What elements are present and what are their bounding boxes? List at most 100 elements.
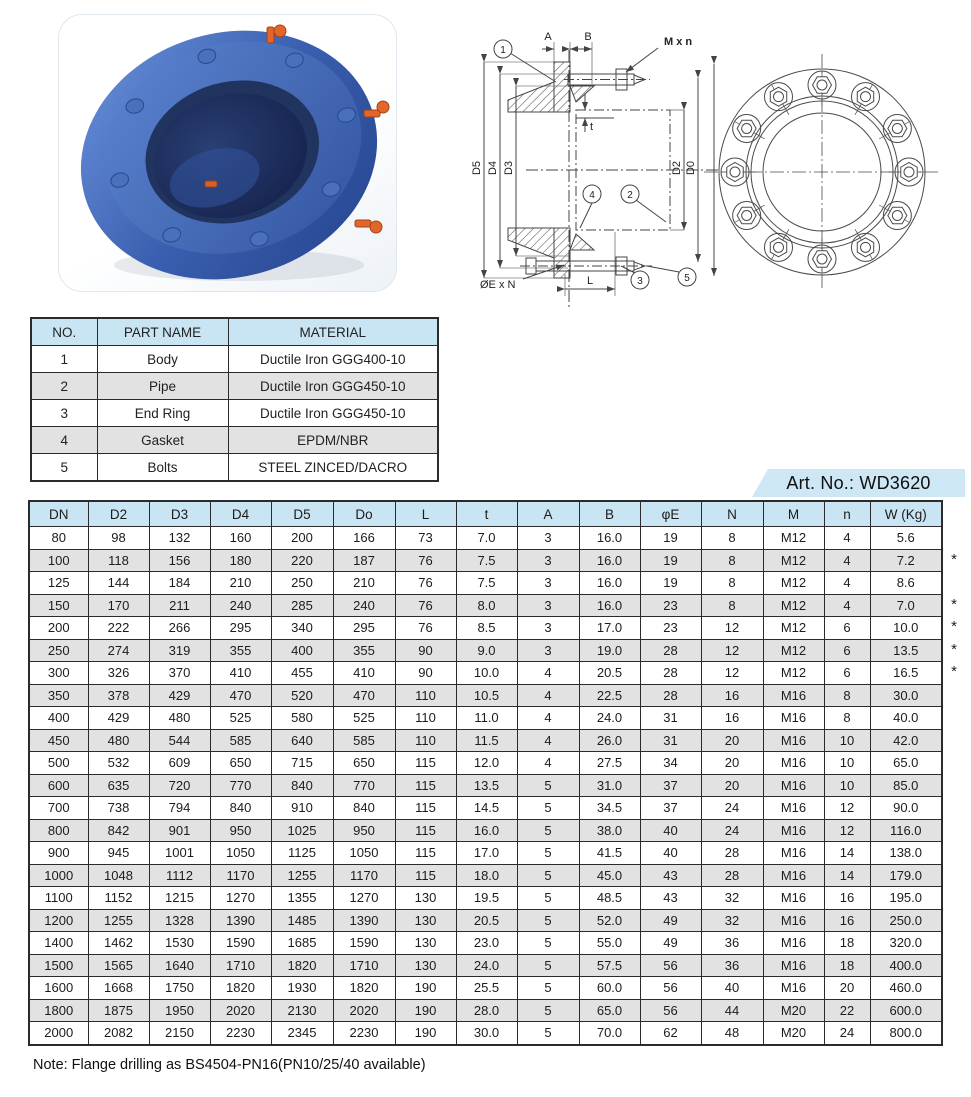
table-cell: 19.0 (578, 638, 641, 662)
table-cell: 90 (394, 661, 457, 685)
table-cell: 14.5 (455, 796, 518, 820)
table-cell: 1390 (209, 908, 272, 932)
table-row: 500 532 609 650 715 650 115 12.0 4 27.5 34 20 M16 10 6… (28, 751, 943, 775)
table-cell: M16 (762, 706, 825, 730)
table-cell: 12 (823, 818, 871, 842)
table-cell: 400.0 (869, 953, 943, 977)
table-cell: 52.0 (578, 908, 641, 932)
header-row: NO. PART NAME MATERIAL (30, 317, 439, 346)
table-cell: 28 (639, 683, 702, 707)
table-cell: 3 (516, 526, 580, 550)
table-cell: 429 (87, 706, 150, 730)
table-cell: 31 (639, 728, 702, 752)
table-cell: 2345 (270, 1021, 334, 1045)
table-cell: 1112 (148, 863, 211, 887)
table-cell: 23 (639, 616, 702, 640)
table-cell: 400 (270, 638, 334, 662)
table-row: 125 144 184 210 250 210 76 7.5 3 16.0 19 8 M12 4 8.6 (28, 571, 943, 595)
table-cell: 9.0 (455, 638, 518, 662)
table-cell: 1200 (28, 908, 89, 932)
table-cell: 1100 (28, 886, 89, 910)
table-cell: 609 (148, 751, 211, 775)
callout-3: 3 (637, 276, 643, 287)
column-header: MATERIAL (227, 317, 439, 346)
table-cell: 130 (394, 886, 457, 910)
table-cell: 11.0 (455, 706, 518, 730)
table-cell: 1668 (87, 976, 150, 1000)
bolt-bottom (520, 256, 652, 276)
table-row: 5 Bolts STEEL ZINCED/DACRO (30, 453, 439, 482)
column-header: φE (639, 500, 702, 527)
table-row: 1800 1875 1950 2020 2130 2020 190 28.0 5 65.0 56 44… (28, 998, 943, 1022)
table-cell: 160 (209, 526, 272, 550)
table-row: 800 842 901 950 1025 950 115 16.0 5 38.0 40 24 M16 12… (28, 818, 943, 842)
table-row: 450 480 544 585 640 585 110 11.5 4 26.0 31 20 M16 10 4… (28, 728, 943, 752)
art-number-text: Art. No.: WD3620 (786, 472, 931, 493)
table-cell: 250.0 (869, 908, 943, 932)
table-row: 2 Pipe Ductile Iron GGG450-10 (30, 372, 439, 400)
table-cell: M16 (762, 683, 825, 707)
table-cell: 320.0 (869, 931, 943, 955)
table-cell: 2130 (270, 998, 334, 1022)
table-cell: 2020 (332, 998, 396, 1022)
callout-2: 2 (627, 190, 633, 201)
end-ring-section-top (553, 61, 571, 113)
table-cell: 5 (516, 998, 580, 1022)
table-cell: 1025 (270, 818, 334, 842)
table-cell: 266 (148, 616, 211, 640)
table-cell: 16.0 (578, 593, 641, 617)
table-cell: 70.0 (578, 1021, 641, 1045)
table-row: 700 738 794 840 910 840 115 14.5 5 34.5 37 24 M16 12 9… (28, 796, 943, 820)
table-cell: 37 (639, 773, 702, 797)
table-cell: 38.0 (578, 818, 641, 842)
table-cell: STEEL ZINCED/DACRO (227, 453, 439, 482)
footnote-asterisk: * (951, 595, 957, 613)
table-row: 150 170 211 240 285 240 76 8.0 3 16.0 23 8 M12 4 7.0 * (28, 593, 957, 617)
table-cell: 130 (394, 931, 457, 955)
table-cell: 7.0 * (869, 593, 957, 617)
table-cell: 42.0 (869, 728, 943, 752)
table-cell: 1565 (87, 953, 150, 977)
table-cell: 525 (209, 706, 272, 730)
table-cell: 8 (700, 548, 764, 572)
table-cell: 110 (394, 706, 457, 730)
column-header: N (700, 500, 764, 527)
table-cell: 1400 (28, 931, 89, 955)
table-cell: 76 (394, 616, 457, 640)
table-cell: 4 (30, 426, 98, 454)
table-cell: 85.0 (869, 773, 943, 797)
table-cell: 3 (30, 399, 98, 427)
table-cell: 170 (87, 593, 150, 617)
table-cell: 2230 (209, 1021, 272, 1045)
table-cell: 1930 (270, 976, 334, 1000)
table-row: 400 429 480 525 580 525 110 11.0 4 24.0 31 16 M16 8 40… (28, 706, 943, 730)
table-cell: 5 (516, 931, 580, 955)
table-cell: M12 (762, 661, 825, 685)
table-cell: 110 (394, 728, 457, 752)
table-cell: 6 (823, 661, 871, 685)
table-cell: M12 (762, 616, 825, 640)
table-cell: 18.0 (455, 863, 518, 887)
table-cell: 100 (28, 548, 89, 572)
table-cell: 715 (270, 751, 334, 775)
table-cell: 1500 (28, 953, 89, 977)
table-cell: Ductile Iron GGG400-10 (227, 345, 439, 373)
table-cell: 5 (516, 908, 580, 932)
column-header: D5 (270, 500, 334, 527)
table-cell: 24 (700, 796, 764, 820)
parts-material-table: NO. PART NAME MATERIAL 1 Body Ductile Iron GG… (30, 317, 439, 482)
table-cell: 410 (209, 661, 272, 685)
table-cell: 40.0 (869, 706, 943, 730)
table-cell: 5 (516, 886, 580, 910)
cross-section-drawing: A B M x n D5 D4 D3 D2 D0 t ØE x N L 1 2 … (468, 22, 720, 319)
table-cell: 34 (639, 751, 702, 775)
table-cell: 600.0 (869, 998, 943, 1022)
table-cell: 7.5 (455, 571, 518, 595)
table-cell: 1390 (332, 908, 396, 932)
table-cell: 340 (270, 616, 334, 640)
table-cell: M12 (762, 638, 825, 662)
table-cell: 240 (332, 593, 396, 617)
table-cell: 211 (148, 593, 211, 617)
table-cell: 115 (394, 751, 457, 775)
